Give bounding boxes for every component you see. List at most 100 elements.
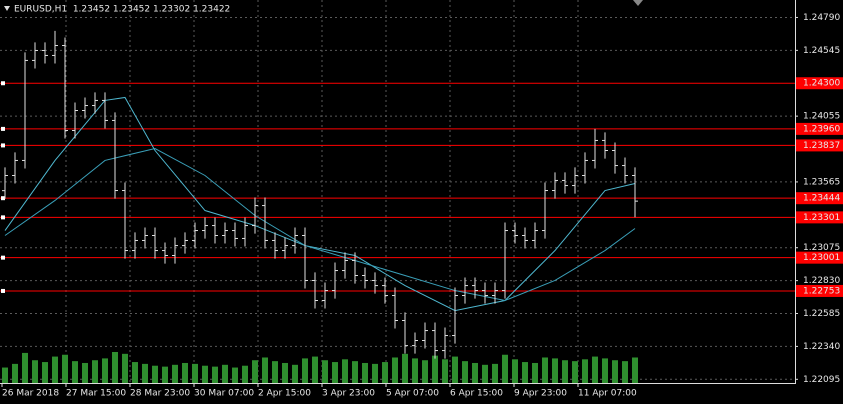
volume-bar xyxy=(392,357,398,384)
volume-bar xyxy=(182,362,188,384)
volume-bar xyxy=(612,360,618,384)
level-label: 1.23960 xyxy=(803,124,840,134)
x-tick-label: 30 Mar 07:00 xyxy=(194,389,254,399)
volume-bar xyxy=(362,362,368,384)
level-handle xyxy=(1,255,5,260)
x-tick-label: 5 Apr 07:00 xyxy=(386,389,439,399)
volume-bar xyxy=(322,360,328,384)
volume-bar xyxy=(462,361,468,384)
moving-average xyxy=(4,147,636,302)
volume-bar xyxy=(142,363,148,384)
volume-bar xyxy=(452,356,458,384)
x-tick-label: 9 Apr 23:00 xyxy=(514,389,567,399)
volume-bar xyxy=(302,358,308,384)
volume-bar xyxy=(492,363,498,384)
volume-bar xyxy=(632,357,638,384)
level-label: 1.23444 xyxy=(803,194,840,204)
volume-bar xyxy=(282,362,288,384)
volume-bar xyxy=(502,354,508,384)
volume-bar xyxy=(52,356,58,384)
y-tick-label: 1.23565 xyxy=(803,177,840,187)
y-tick-label: 1.24055 xyxy=(803,112,840,122)
volume-bar xyxy=(622,361,628,384)
y-tick-label: 1.22830 xyxy=(803,276,840,286)
volume-bar xyxy=(442,359,448,384)
shift-marker[interactable] xyxy=(633,0,643,6)
volume-bar xyxy=(112,352,118,384)
volume-bar xyxy=(42,362,48,384)
volume-bar xyxy=(132,362,138,384)
volume-bar xyxy=(222,364,228,384)
volume-bar xyxy=(432,355,438,384)
volume-bar xyxy=(312,356,318,384)
volume-bar xyxy=(482,364,488,384)
level-label: 1.24300 xyxy=(803,79,840,89)
y-tick-label: 1.23075 xyxy=(803,243,840,253)
volume-bar xyxy=(572,361,578,384)
level-handle xyxy=(1,81,5,86)
volume-bar xyxy=(332,362,338,384)
level-handle xyxy=(1,143,5,148)
volume-bar xyxy=(252,360,258,384)
x-tick-label: 2 Apr 15:00 xyxy=(258,389,311,399)
volume-bar xyxy=(2,367,8,384)
level-label-box xyxy=(796,211,843,224)
volume-bar xyxy=(32,360,38,384)
level-label: 1.23301 xyxy=(803,213,840,223)
volume-bar xyxy=(152,365,158,384)
volume-bar xyxy=(602,358,608,384)
level-label-box xyxy=(796,251,843,264)
level-label-box xyxy=(796,122,843,135)
volume-bar xyxy=(82,362,88,384)
volume-bar xyxy=(72,361,78,384)
symbol-header: EURUSD,H1 1.23452 1.23452 1.23302 1.2342… xyxy=(14,5,230,15)
volume-bar xyxy=(232,367,238,384)
volume-bar xyxy=(532,362,538,384)
volume-bar xyxy=(582,359,588,384)
grid xyxy=(0,0,795,384)
level-label-box xyxy=(796,192,843,205)
volume-bar xyxy=(102,358,108,384)
x-tick-label: 6 Apr 15:00 xyxy=(450,389,503,399)
volume-bar xyxy=(262,357,268,384)
marks xyxy=(0,30,795,384)
level-label: 1.23001 xyxy=(803,253,840,263)
volume-bar xyxy=(382,362,388,384)
level-label-box xyxy=(796,139,843,152)
volume-bar xyxy=(242,365,248,384)
volume-bar xyxy=(412,358,418,384)
volume-bar xyxy=(122,353,128,384)
volume-bar xyxy=(422,360,428,384)
volume-bar xyxy=(352,361,358,384)
volume-bar xyxy=(92,360,98,384)
level-handle xyxy=(1,126,5,131)
y-tick-label: 1.22095 xyxy=(803,375,840,385)
level-handle xyxy=(1,288,5,293)
x-tick-label: 26 Mar 2018 xyxy=(2,389,59,399)
volume-bar xyxy=(512,359,518,384)
x-tick-label: 28 Mar 23:00 xyxy=(130,389,190,399)
volume-bar xyxy=(552,358,558,384)
level-label: 1.23837 xyxy=(803,141,840,151)
volume-bar xyxy=(22,352,28,384)
x-tick-label: 3 Apr 23:00 xyxy=(322,389,375,399)
x-tick-label: 27 Mar 15:00 xyxy=(66,389,126,399)
volume-bar xyxy=(292,364,298,384)
y-tick-label: 1.24545 xyxy=(803,46,840,56)
volume-bar xyxy=(172,364,178,384)
volume-bar xyxy=(162,366,168,384)
volume-bar xyxy=(472,362,478,384)
level-handle xyxy=(1,196,5,201)
y-tick-label: 1.22340 xyxy=(803,342,840,352)
level-label-box xyxy=(796,284,843,297)
y-tick-label: 1.22585 xyxy=(803,309,840,319)
volume-bar xyxy=(542,357,548,384)
level-label-box xyxy=(796,77,843,90)
volume-bar xyxy=(592,356,598,384)
level-label: 1.22753 xyxy=(803,286,840,296)
volume-bar xyxy=(272,361,278,384)
level-handle xyxy=(1,215,5,220)
menu-arrow[interactable] xyxy=(4,6,10,11)
volume-bar xyxy=(342,359,348,384)
